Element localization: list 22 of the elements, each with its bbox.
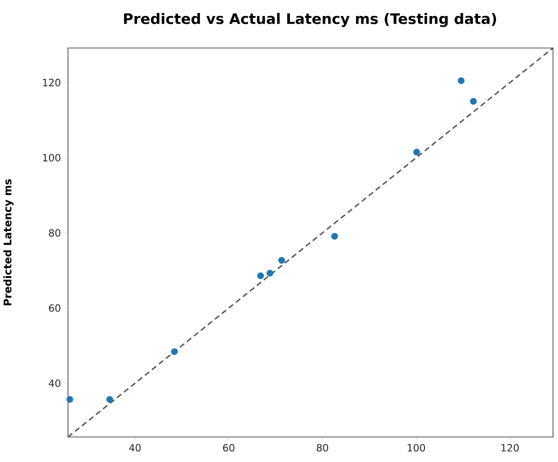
y-tick-label: 40: [48, 379, 60, 388]
x-tick-label: 40: [129, 444, 141, 452]
point: [278, 256, 286, 264]
point: [266, 270, 274, 277]
x-tick-label: 60: [223, 444, 234, 452]
point: [470, 98, 477, 105]
y-tick-label: 100: [43, 154, 60, 162]
point: [257, 272, 264, 280]
x-tick-label: 80: [316, 444, 328, 452]
point: [106, 396, 114, 403]
point: [66, 396, 74, 403]
point: [458, 77, 465, 84]
chart-title: Predicted vs Actual Latency ms (Testing data): [124, 12, 496, 28]
y-tick-label: 60: [49, 304, 60, 312]
x-tick-label: 120: [501, 444, 519, 452]
y-tick-label: 120: [43, 78, 60, 86]
point: [331, 232, 338, 240]
y-tick-label: 80: [48, 229, 60, 237]
y-axis-title: Predicted Latency ms: [3, 179, 14, 306]
point: [170, 348, 178, 356]
point: [413, 148, 420, 156]
x-tick-label: 100: [408, 444, 426, 452]
